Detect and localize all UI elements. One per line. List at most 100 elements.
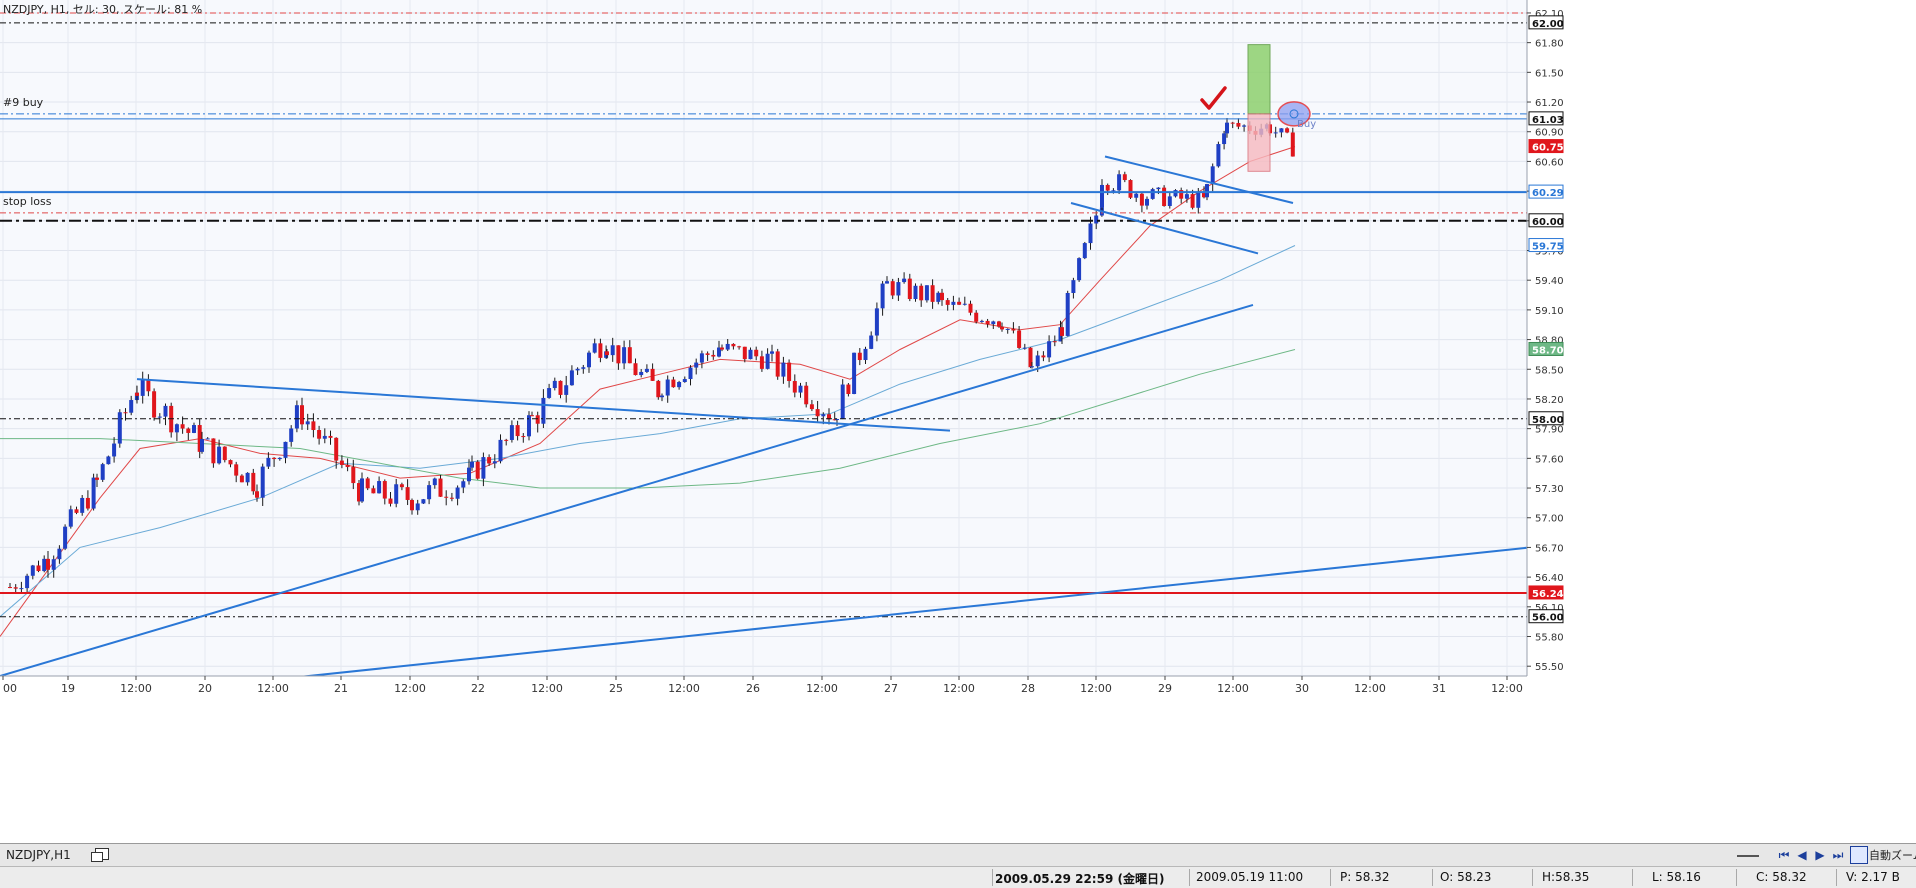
status-separator <box>1532 869 1533 886</box>
price-level-badge-label: 61.03 <box>1532 115 1564 126</box>
candle-bull <box>394 484 399 504</box>
candle-bear <box>123 412 128 414</box>
status-current-time: 2009.05.29 22:59 (金曜日) <box>995 872 1165 886</box>
status-separator <box>1330 869 1331 886</box>
autozoom-label[interactable]: 自動ズーム <box>1869 849 1916 862</box>
candle-bull <box>432 478 437 486</box>
candle-bull <box>581 367 586 369</box>
candle-bull <box>467 467 471 482</box>
candle-bear <box>228 460 233 465</box>
candle-bull <box>455 487 460 499</box>
price-tick-label: 58.20 <box>1535 395 1564 406</box>
candle-bear <box>13 587 18 589</box>
candle-bull <box>277 457 282 460</box>
scroll-right-icon[interactable]: ▶ <box>1815 848 1825 862</box>
candle-bear <box>146 379 151 392</box>
candle-bear <box>339 460 344 465</box>
candle-bear <box>357 483 361 502</box>
candle-bull <box>1071 280 1076 293</box>
price-tick-label: 60.90 <box>1535 128 1564 139</box>
candle-bear <box>1028 347 1033 368</box>
status-high: H:58.35 <box>1542 870 1590 884</box>
candle-bear <box>1285 128 1290 133</box>
buy-marker-icon <box>1289 109 1299 119</box>
candle-bull <box>699 353 704 363</box>
status-separator <box>1736 869 1737 886</box>
candle-bear <box>351 467 356 484</box>
time-tick-label: 12:00 <box>394 682 426 695</box>
status-low: L: 58.16 <box>1652 870 1701 884</box>
candle-bear <box>311 421 316 431</box>
plot-background <box>0 0 1527 676</box>
time-tick-label: 25 <box>609 682 623 695</box>
candle-bull <box>748 349 753 360</box>
candle-bull <box>962 303 967 305</box>
price-level-badge-label: 60.29 <box>1532 188 1564 199</box>
candle-bear <box>234 464 239 476</box>
candle-bear <box>1052 341 1057 343</box>
scroll-last-icon[interactable]: ⏭ <box>1832 848 1844 862</box>
candle-bear <box>186 428 191 433</box>
scroll-left-icon[interactable]: ◀ <box>1797 848 1807 862</box>
time-tick-label: 26 <box>746 682 760 695</box>
price-level-badge-label: 60.00 <box>1532 217 1564 228</box>
stop-risk-box <box>1247 113 1271 172</box>
candle-bull <box>1111 190 1116 192</box>
price-tick-label: 57.60 <box>1535 454 1564 465</box>
price-tick-label: 58.80 <box>1535 336 1564 347</box>
candle-bear <box>890 281 895 296</box>
candle-bear <box>1011 328 1016 331</box>
candle-bull <box>283 441 288 458</box>
candle-bear <box>775 351 780 377</box>
candle-bear <box>382 481 387 499</box>
candle-bear <box>251 472 256 492</box>
time-tick-label: 19 <box>61 682 75 695</box>
price-tick-label: 56.40 <box>1535 573 1564 584</box>
candle-bear <box>827 414 831 420</box>
time-tick-label: 12:00 <box>531 682 563 695</box>
candle-bull <box>1242 125 1247 127</box>
scroll-first-icon[interactable]: ⏮ <box>1778 848 1790 862</box>
candle-bear <box>846 384 851 395</box>
candle-bull <box>1022 347 1027 349</box>
candle-bear <box>1190 194 1195 208</box>
candle-bull <box>492 461 497 464</box>
candle-bull <box>1117 174 1122 191</box>
candle-bear <box>985 320 990 325</box>
window-restore-icon[interactable] <box>91 848 109 862</box>
candle-bear <box>792 381 797 393</box>
time-tick-label: 31 <box>1432 682 1446 695</box>
candle-bull <box>902 278 907 283</box>
price-level-badge <box>1528 15 1564 30</box>
candle-bear <box>1202 191 1206 198</box>
candle-bear <box>997 321 1001 327</box>
candle-bear <box>1105 184 1110 191</box>
candle-bull <box>924 285 929 301</box>
trend-line <box>119 546 1531 697</box>
candle-bull <box>694 362 699 368</box>
time-tick-label: 12:00 <box>1217 682 1249 695</box>
time-tick-label: 20 <box>198 682 212 695</box>
candle-bear <box>317 430 322 439</box>
candle-bear <box>345 464 350 468</box>
candle-bull <box>421 499 426 504</box>
candle-bull <box>1222 133 1227 145</box>
price-level-badge <box>1528 139 1564 154</box>
candle-bear <box>272 457 277 460</box>
candle-bull <box>117 412 122 444</box>
chart-area[interactable]: Buy62.1061.8061.5061.2060.9060.6060.3060… <box>0 0 1916 843</box>
autozoom-icon[interactable] <box>1850 846 1868 864</box>
candle-bear <box>487 457 492 464</box>
candle-bull <box>765 353 770 369</box>
time-tick-label: 12:00 <box>943 682 975 695</box>
scroll-thumb[interactable] <box>1737 851 1759 859</box>
trend-line <box>1104 155 1294 204</box>
candle-bull <box>51 559 56 570</box>
price-chart[interactable]: Buy62.1061.8061.5061.2060.9060.6060.3060… <box>0 0 1916 843</box>
time-tick-label: 30 <box>1295 682 1309 695</box>
candle-bear <box>197 425 202 452</box>
candle-bull <box>1173 190 1178 197</box>
candle-bull <box>1030 366 1034 368</box>
chart-tab[interactable]: NZDJPY,H1 <box>6 848 71 862</box>
candle-bull <box>294 405 299 429</box>
